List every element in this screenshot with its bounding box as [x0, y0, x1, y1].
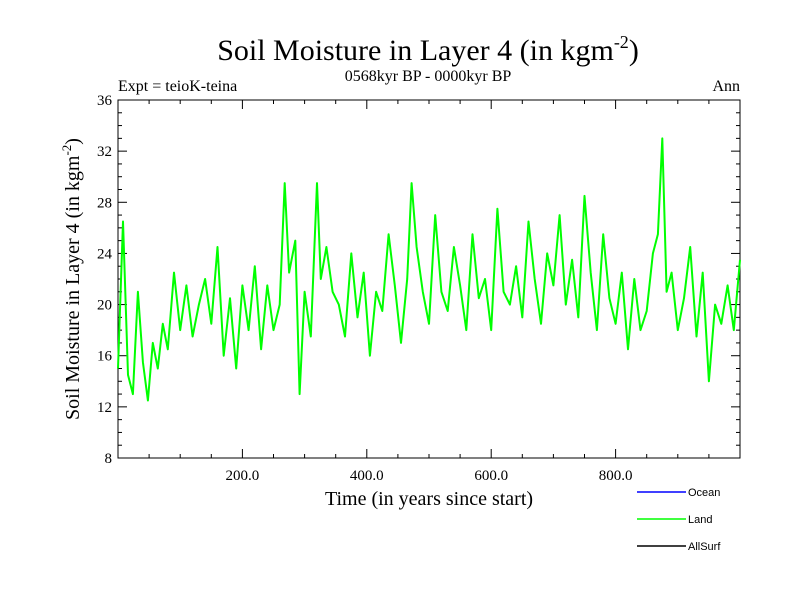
- y-tick-label: 32: [97, 144, 112, 160]
- y-axis-label-main: Soil Moisture in Layer 4 (in kgm: [62, 155, 84, 420]
- y-tick-label: 24: [97, 246, 113, 262]
- subtitle-center: 0568kyr BP - 0000kyr BP: [345, 68, 512, 85]
- y-axis-label: Soil Moisture in Layer 4 (in kgm-2): [59, 138, 84, 420]
- y-axis-label-sup: -2: [59, 145, 74, 156]
- x-tick-label: 600.0: [474, 468, 508, 484]
- series-group: [117, 137, 741, 402]
- axis-ticks: 8 12 16 20 24 28 32 36 200.0 400.0 600.0 800.0: [97, 93, 740, 484]
- x-tick-label: 200.0: [226, 468, 260, 484]
- subtitle-left: Expt = teioK-teina: [118, 78, 237, 95]
- x-tick-label: 800.0: [599, 468, 633, 484]
- legend-label-allsurf: AllSurf: [688, 541, 721, 553]
- y-tick-label: 20: [97, 298, 112, 314]
- y-tick-label: 36: [97, 93, 113, 109]
- y-tick-label: 12: [97, 400, 112, 416]
- chart-title-sup: -2: [614, 32, 629, 52]
- series-line-land: [117, 137, 741, 402]
- plot-frame: [117, 99, 741, 459]
- legend-label-ocean: Ocean: [688, 487, 720, 499]
- chart-title-main: Soil Moisture in Layer 4 (in kgm: [217, 34, 614, 67]
- y-tick-label: 8: [105, 451, 113, 467]
- subtitle-right: Ann: [712, 78, 740, 95]
- y-axis-label-close: ): [62, 138, 84, 145]
- legend-label-land: Land: [688, 514, 712, 526]
- x-tick-label: 400.0: [350, 468, 384, 484]
- legend: Ocean Land AllSurf: [637, 487, 721, 553]
- chart-title: Soil Moisture in Layer 4 (in kgm-2): [217, 32, 639, 67]
- x-axis-label: Time (in years since start): [325, 488, 533, 510]
- y-tick-label: 28: [97, 195, 112, 211]
- y-tick-label: 16: [97, 349, 113, 365]
- chart-title-close: ): [629, 34, 639, 67]
